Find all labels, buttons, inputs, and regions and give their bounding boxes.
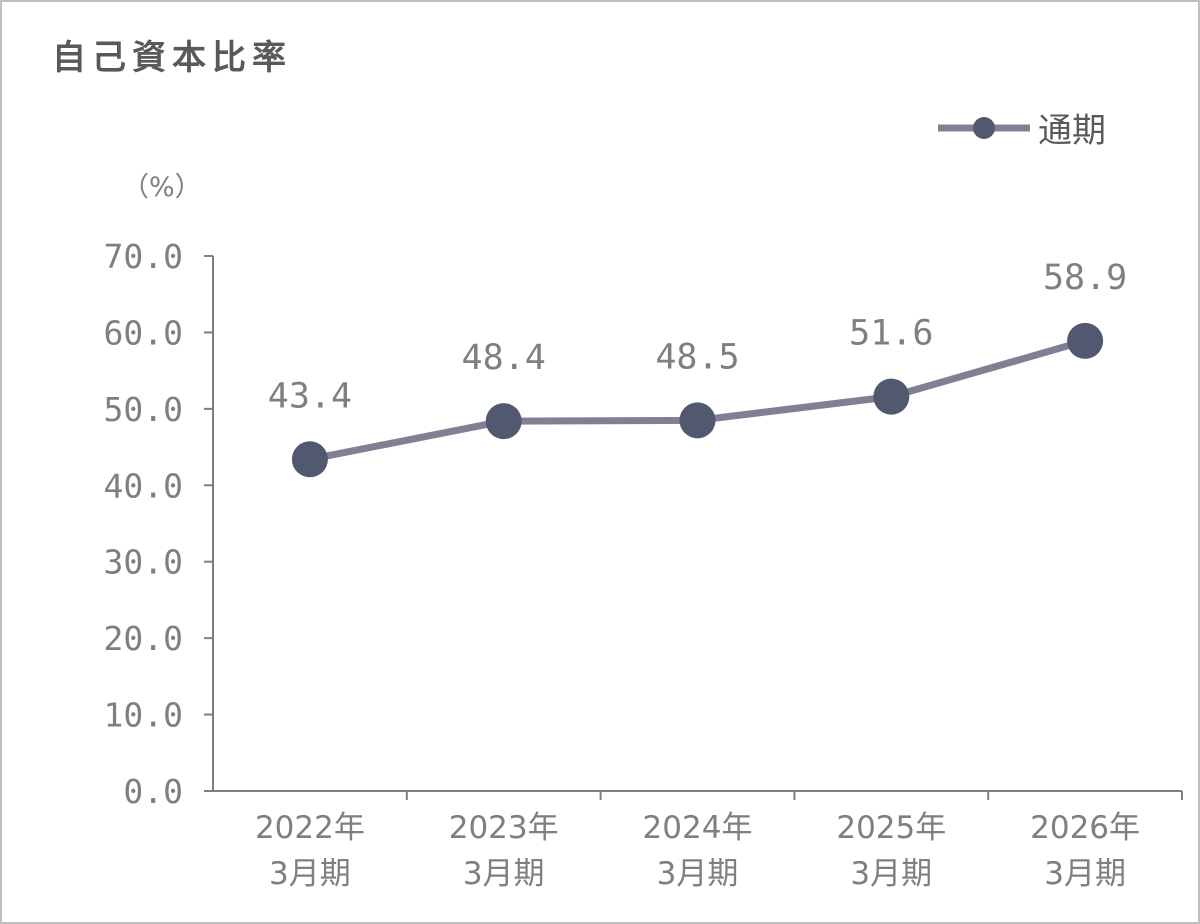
legend-label: 通期: [1038, 111, 1106, 151]
y-tick-label: 0.0: [123, 772, 183, 811]
x-category-label: 3月期: [463, 856, 545, 892]
data-point: [485, 403, 522, 440]
x-category-labels: 2022年 3月期 2023年 3月期 2024年 3月期 2025年 3月期 2026年 3月期: [255, 810, 1140, 892]
x-category-label: 2024年: [643, 810, 753, 846]
y-tick-label: 40.0: [104, 466, 183, 505]
legend-marker: [973, 117, 995, 139]
x-category-label: 3月期: [1044, 856, 1126, 892]
y-tick-label: 30.0: [104, 543, 183, 582]
axes: [204, 255, 1183, 800]
data-label: 43.4: [268, 376, 352, 416]
y-tick-label: 60.0: [104, 313, 183, 352]
data-label: 48.4: [462, 338, 546, 378]
legend: 通期: [938, 111, 1106, 151]
y-tick-label: 50.0: [104, 390, 183, 429]
y-tick-labels: 70.0 60.0 50.0 40.0 30.0 20.0 10.0 0.0: [104, 237, 183, 811]
series-group: [291, 322, 1104, 478]
data-point: [679, 402, 716, 439]
x-category-label: 2026年: [1030, 810, 1140, 846]
data-label: 48.5: [655, 337, 739, 377]
data-point: [873, 378, 910, 415]
x-category-label: 2022年: [255, 810, 365, 846]
chart-title: 自己資本比率: [52, 38, 292, 78]
x-category-label: 2025年: [836, 810, 946, 846]
x-category-label: 3月期: [850, 856, 932, 892]
y-tick-label: 20.0: [104, 619, 183, 658]
x-category-label: 3月期: [657, 856, 739, 892]
data-label: 51.6: [849, 314, 933, 354]
data-point: [291, 441, 328, 478]
y-tick-label: 70.0: [104, 237, 183, 276]
data-point: [1067, 322, 1104, 359]
data-label: 58.9: [1043, 258, 1127, 298]
y-tick-label: 10.0: [104, 696, 183, 735]
x-category-label: 3月期: [269, 856, 351, 892]
data-labels: 43.4 48.4 48.5 51.6 58.9: [268, 258, 1127, 416]
x-category-label: 2023年: [449, 810, 559, 846]
y-unit-label: （%）: [122, 172, 202, 203]
